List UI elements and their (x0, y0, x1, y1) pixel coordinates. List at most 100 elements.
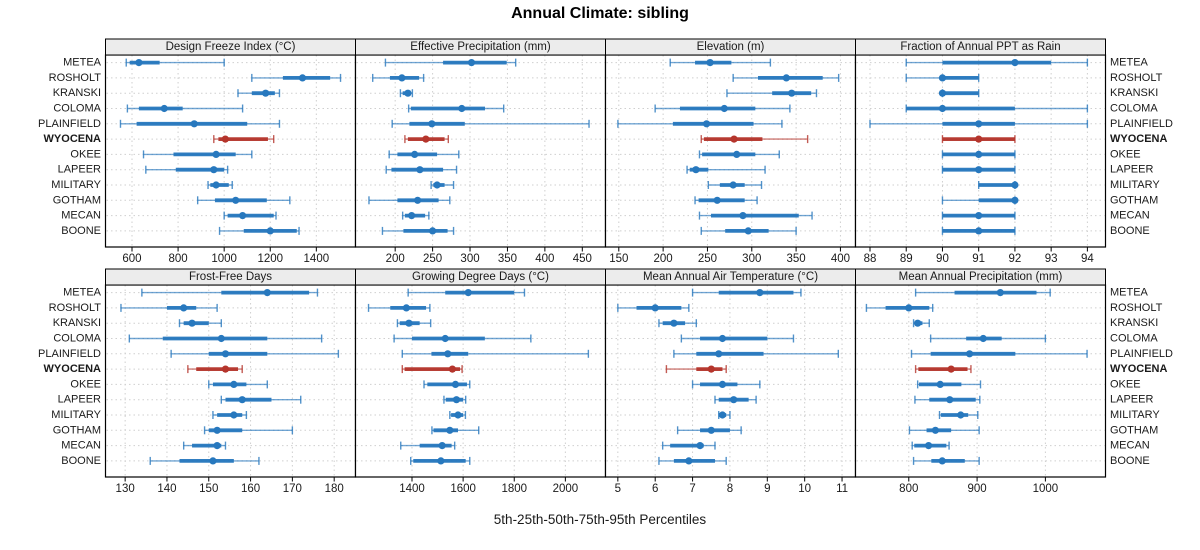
median-dot (1011, 181, 1019, 189)
site-label-right-wyocena: WYOCENA (1110, 363, 1168, 375)
percentile-row-mecan (223, 211, 277, 220)
percentile-row-boone (410, 456, 471, 465)
x-tick-label: 150 (609, 253, 628, 265)
percentile-row-wyocena (187, 365, 243, 374)
site-label-right-mecan: MECAN (1110, 440, 1150, 452)
x-tick-label: 7 (689, 483, 695, 495)
site-label-left-boone: BOONE (61, 225, 101, 237)
percentile-row-boone (941, 226, 1016, 235)
median-dot (718, 380, 727, 388)
percentile-row-metea (691, 288, 802, 297)
site-label-right-lapeer: LAPEER (1110, 164, 1153, 176)
percentile-row-plainfield (401, 349, 590, 358)
percentile-row-military (212, 411, 248, 419)
site-label-left-okee: OKEE (70, 378, 101, 390)
median-dot (221, 350, 230, 358)
percentile-row-plainfield (673, 349, 840, 358)
percentile-row-coloma (929, 334, 1047, 343)
median-dot (706, 59, 714, 67)
percentile-row-plainfield (869, 119, 1089, 128)
x-tick-label: 89 (900, 253, 913, 265)
median-dot (975, 135, 983, 143)
site-label-left-metea: METEA (63, 287, 102, 299)
median-dot (230, 411, 238, 419)
strip (855, 38, 1106, 56)
site-label-right-coloma: COLOMA (1110, 333, 1158, 345)
x-tick-label: 88 (864, 253, 877, 265)
panel-elevation-m: 150 200 250 300 350 400 Elevation (m) (604, 38, 857, 265)
x-tick-label: 200 (654, 253, 673, 265)
percentile-row-rosholt (865, 303, 934, 312)
percentile-row-kranski (178, 319, 223, 328)
x-tick-label: 1400 (304, 253, 330, 265)
percentile-row-military (938, 411, 979, 419)
median-dot (402, 304, 410, 312)
median-dot (437, 457, 445, 465)
percentile-row-coloma (393, 334, 532, 343)
percentile-row-lapeer (145, 165, 229, 174)
site-label-left-wyocena: WYOCENA (44, 133, 102, 145)
percentile-row-gotham (676, 426, 742, 435)
percentile-row-mecan (911, 441, 950, 450)
percentile-row-okee (916, 380, 982, 389)
percentile-row-rosholt (367, 303, 431, 312)
median-dot (975, 166, 983, 174)
percentile-row-metea (914, 288, 1051, 297)
x-tick-label: 1600 (450, 483, 476, 495)
panel-bg (605, 285, 856, 477)
strip-label: Design Freeze Index (°C) (166, 41, 296, 53)
percentile-row-gotham (694, 196, 758, 205)
percentile-row-coloma (680, 334, 795, 343)
percentile-row-wyocena (404, 135, 450, 144)
strip (855, 268, 1106, 286)
percentile-row-kranski (726, 89, 818, 98)
percentile-row-coloma (654, 104, 791, 113)
percentile-row-mecan (661, 441, 716, 450)
percentile-row-boone (658, 456, 727, 465)
percentile-row-boone (700, 226, 797, 235)
median-dot (230, 380, 238, 388)
percentile-row-metea (125, 58, 225, 67)
chart-title: Annual Climate: sibling (511, 5, 689, 22)
site-label-left-lapeer: LAPEER (58, 394, 101, 406)
median-dot (670, 319, 678, 327)
site-label-right-military: MILITARY (1110, 179, 1160, 191)
percentile-row-metea (141, 288, 319, 297)
median-dot (947, 365, 955, 373)
site-label-left-metea: METEA (63, 57, 102, 69)
x-tick-label: 300 (460, 253, 479, 265)
median-dot (730, 135, 738, 143)
percentile-row-kranski (912, 319, 930, 328)
median-dot (266, 227, 274, 235)
x-tick-label: 94 (1081, 253, 1094, 265)
x-tick-label: 450 (573, 253, 592, 265)
median-dot (782, 74, 790, 82)
median-dot (298, 74, 307, 82)
median-dot (756, 289, 764, 297)
x-tick-label: 160 (241, 483, 260, 495)
median-dot (975, 120, 983, 128)
x-tick-label: 91 (972, 253, 985, 265)
site-label-right-wyocena: WYOCENA (1110, 133, 1168, 145)
site-label-left-coloma: COLOMA (53, 103, 101, 115)
site-label-left-rosholt: ROSHOLT (49, 302, 102, 314)
percentile-row-kranski (237, 89, 281, 98)
median-dot (730, 396, 738, 404)
percentile-row-kranski (938, 89, 980, 98)
x-tick-label: 5 (615, 483, 621, 495)
panel-growing-degree-days-c: 1400 1600 1800 2000 Growing Degree Days (°C) (354, 268, 607, 495)
median-dot (444, 350, 452, 358)
median-dot (733, 150, 741, 158)
site-label-left-mecan: MECAN (61, 440, 101, 452)
site-label-right-mecan: MECAN (1110, 210, 1150, 222)
percentile-row-gotham (431, 426, 480, 435)
median-dot (946, 396, 954, 404)
percentile-row-metea (407, 288, 526, 297)
median-dot (938, 104, 947, 113)
median-dot (212, 150, 220, 158)
median-dot (221, 365, 230, 373)
percentile-row-coloma (126, 104, 244, 113)
site-label-left-kranski: KRANSKI (53, 87, 101, 99)
median-dot (212, 181, 220, 189)
percentile-row-boone (912, 456, 980, 465)
